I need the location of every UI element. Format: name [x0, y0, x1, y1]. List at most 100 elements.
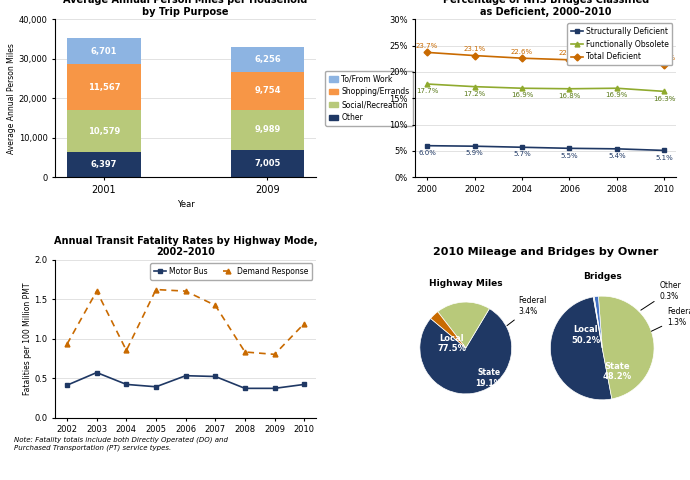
Text: State
48.2%: State 48.2% [602, 361, 631, 381]
Demand Response [63, 341, 71, 347]
Text: 7,005: 7,005 [255, 159, 281, 168]
Functionally Obsolete [471, 84, 479, 90]
Title: 2010 Mileage and Bridges by Owner: 2010 Mileage and Bridges by Owner [433, 247, 658, 257]
Line: Total Deficient: Total Deficient [425, 50, 667, 67]
Functionally Obsolete [565, 86, 573, 92]
Structurally Deficient [471, 144, 479, 149]
Structurally Deficient [660, 147, 669, 153]
Text: 16.9%: 16.9% [511, 93, 533, 98]
Text: 5.1%: 5.1% [656, 155, 673, 161]
Text: 16.9%: 16.9% [606, 93, 628, 98]
Wedge shape [420, 309, 512, 394]
Motor Bus [300, 382, 308, 387]
Demand Response [211, 302, 219, 308]
Structurally Deficient [565, 145, 573, 151]
Text: State
19.1%: State 19.1% [475, 368, 502, 387]
Demand Response [152, 287, 160, 292]
Text: 9,989: 9,989 [255, 125, 281, 134]
Text: 22.3%: 22.3% [558, 50, 580, 56]
Text: 16.8%: 16.8% [558, 93, 581, 99]
Text: 21.4%: 21.4% [653, 55, 676, 61]
Text: 6,256: 6,256 [254, 55, 281, 64]
Motor Bus [241, 385, 249, 391]
Text: Other
0.3%: Other 0.3% [641, 281, 681, 310]
Total Deficient [423, 49, 431, 55]
Text: 5.4%: 5.4% [608, 153, 626, 159]
Text: 5.9%: 5.9% [466, 150, 484, 156]
Text: 5.7%: 5.7% [513, 152, 531, 157]
Text: 5.5%: 5.5% [561, 153, 578, 158]
Line: Structurally Deficient: Structurally Deficient [425, 143, 667, 153]
Bar [230, 72, 304, 110]
Motor Bus [152, 384, 160, 390]
Line: Demand Response: Demand Response [65, 287, 306, 357]
Text: 22.3%: 22.3% [606, 50, 628, 56]
Text: 22.6%: 22.6% [511, 48, 533, 55]
Bar [67, 110, 141, 152]
Demand Response [92, 288, 101, 294]
Text: 9,754: 9,754 [254, 86, 281, 96]
Structurally Deficient [518, 144, 526, 150]
Text: Note: Fatality totals include both Directly Operated (DO) and
Purchased Transpor: Note: Fatality totals include both Direc… [14, 437, 228, 451]
Motor Bus [92, 370, 101, 375]
Text: 10,579: 10,579 [88, 127, 120, 136]
Functionally Obsolete [613, 85, 621, 91]
Motor Bus [211, 373, 219, 379]
Text: 23.1%: 23.1% [464, 46, 486, 52]
Text: Local
50.2%: Local 50.2% [571, 325, 600, 345]
Demand Response [300, 321, 308, 326]
Wedge shape [598, 296, 654, 399]
Total Deficient [518, 55, 526, 61]
Wedge shape [431, 312, 466, 348]
Bar [230, 47, 304, 72]
Text: 23.7%: 23.7% [416, 43, 438, 48]
Line: Functionally Obsolete: Functionally Obsolete [425, 82, 667, 94]
Title: Highway Miles: Highway Miles [429, 279, 502, 288]
Title: Bridges: Bridges [583, 272, 622, 281]
Y-axis label: Fatalities per 100 Million PMT: Fatalities per 100 Million PMT [23, 282, 32, 395]
Motor Bus [181, 373, 190, 379]
Demand Response [241, 349, 249, 355]
Text: Federal
1.3%: Federal 1.3% [651, 307, 690, 331]
Title: Percentage of NHS Bridges Classified
as Deficient, 2000–2010: Percentage of NHS Bridges Classified as … [442, 0, 649, 17]
Text: 11,567: 11,567 [88, 83, 120, 92]
Structurally Deficient [613, 146, 621, 152]
Structurally Deficient [423, 143, 431, 148]
Demand Response [122, 348, 130, 353]
Text: Federal
3.4%: Federal 3.4% [507, 296, 547, 325]
Motor Bus [122, 382, 130, 387]
Total Deficient [613, 57, 621, 63]
Total Deficient [565, 57, 573, 63]
Wedge shape [594, 296, 602, 348]
Title: Annual Transit Fatality Rates by Highway Mode,
2002–2010: Annual Transit Fatality Rates by Highway… [54, 236, 317, 257]
Text: Local
77.5%: Local 77.5% [437, 334, 466, 353]
Functionally Obsolete [518, 85, 526, 91]
Bar [67, 64, 141, 110]
Functionally Obsolete [423, 81, 431, 87]
Wedge shape [437, 302, 489, 348]
Title: Average Annual Person Miles per Household
by Trip Purpose: Average Annual Person Miles per Househol… [63, 0, 308, 17]
Wedge shape [551, 297, 612, 400]
Wedge shape [593, 297, 602, 348]
Motor Bus [63, 382, 71, 388]
Bar [230, 110, 304, 150]
Y-axis label: Average Annual Person Miles: Average Annual Person Miles [7, 43, 16, 154]
Text: 6,701: 6,701 [90, 47, 117, 56]
Total Deficient [660, 61, 669, 67]
Legend: Structurally Deficient, Functionally Obsolete, Total Deficient: Structurally Deficient, Functionally Obs… [567, 23, 672, 65]
Demand Response [181, 288, 190, 294]
Legend: To/From Work, Shopping/Errands, Social/Recreation, Other: To/From Work, Shopping/Errands, Social/R… [325, 71, 413, 126]
Bar [67, 152, 141, 177]
Line: Motor Bus: Motor Bus [65, 370, 306, 391]
Text: 17.2%: 17.2% [464, 91, 486, 97]
Text: 6.0%: 6.0% [418, 150, 436, 156]
Motor Bus [270, 385, 279, 391]
Demand Response [270, 351, 279, 357]
Total Deficient [471, 53, 479, 59]
Text: 17.7%: 17.7% [416, 88, 438, 94]
Functionally Obsolete [660, 88, 669, 94]
Text: 6,397: 6,397 [90, 160, 117, 169]
X-axis label: Year: Year [177, 201, 195, 209]
Bar [67, 38, 141, 64]
Legend: Motor Bus, Demand Response: Motor Bus, Demand Response [150, 264, 313, 280]
